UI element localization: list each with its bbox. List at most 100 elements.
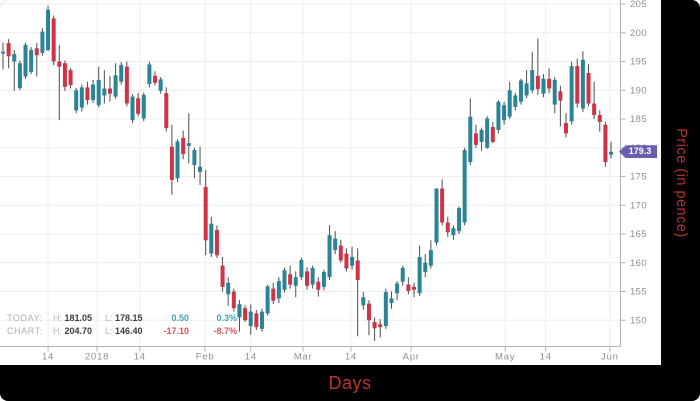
candle-body[interactable] <box>6 43 11 57</box>
candle-body[interactable] <box>547 78 552 89</box>
candle-body[interactable] <box>524 83 529 96</box>
candle-body[interactable] <box>40 31 45 53</box>
candle-body[interactable] <box>361 297 366 306</box>
candle-body[interactable] <box>17 63 22 88</box>
candle-body[interactable] <box>265 286 270 314</box>
candle-body[interactable] <box>74 90 79 111</box>
candle-body[interactable] <box>609 151 614 155</box>
candle-body[interactable] <box>411 286 416 290</box>
candle-body[interactable] <box>164 93 169 129</box>
candle-body[interactable] <box>417 257 422 294</box>
candle-body[interactable] <box>434 188 439 243</box>
candle-body[interactable] <box>586 73 591 104</box>
candle-body[interactable] <box>580 59 585 109</box>
candle-body[interactable] <box>496 101 501 130</box>
candle-body[interactable] <box>321 271 326 287</box>
candle-body[interactable] <box>490 127 495 142</box>
candle-body[interactable] <box>288 274 293 285</box>
candle-body[interactable] <box>68 70 73 86</box>
candle-body[interactable] <box>1 51 5 54</box>
candle-body[interactable] <box>153 75 158 83</box>
candle-body[interactable] <box>186 143 191 147</box>
candle-body[interactable] <box>479 129 484 142</box>
candle-body[interactable] <box>541 78 546 94</box>
candle-body[interactable] <box>237 304 242 318</box>
candle-body[interactable] <box>333 238 338 251</box>
candle-body[interactable] <box>366 303 371 321</box>
candle-body[interactable] <box>569 66 574 122</box>
candle-body[interactable] <box>147 64 152 84</box>
candle-body[interactable] <box>226 282 231 295</box>
candle-body[interactable] <box>310 267 315 285</box>
candle-body[interactable] <box>502 105 507 121</box>
candle-body[interactable] <box>141 94 146 119</box>
candlestick-plot[interactable]: 1501551601651701751801851901952002051420… <box>0 0 661 365</box>
candle-body[interactable] <box>327 235 332 278</box>
candle-body[interactable] <box>231 291 236 309</box>
candle-body[interactable] <box>406 284 411 291</box>
candle-body[interactable] <box>378 324 383 328</box>
candle-body[interactable] <box>552 79 557 105</box>
candle-body[interactable] <box>102 88 107 96</box>
candle-body[interactable] <box>248 311 253 326</box>
candle-body[interactable] <box>344 253 349 269</box>
candle-body[interactable] <box>293 277 298 286</box>
candle-body[interactable] <box>513 95 518 107</box>
candle-body[interactable] <box>243 308 248 321</box>
candle-body[interactable] <box>175 141 180 179</box>
candle-body[interactable] <box>592 103 597 115</box>
candle-body[interactable] <box>282 270 287 290</box>
candle-body[interactable] <box>29 50 34 72</box>
candle-body[interactable] <box>91 84 96 101</box>
candle-body[interactable] <box>305 271 310 286</box>
candle-body[interactable] <box>428 250 433 266</box>
candle-body[interactable] <box>119 64 124 82</box>
candle-body[interactable] <box>597 114 602 122</box>
candle-body[interactable] <box>259 311 264 329</box>
candle-body[interactable] <box>198 166 203 172</box>
candle-body[interactable] <box>355 260 360 280</box>
candle-body[interactable] <box>372 321 377 329</box>
candle-body[interactable] <box>316 281 321 290</box>
candle-body[interactable] <box>507 90 512 117</box>
candle-body[interactable] <box>299 259 304 278</box>
candle-body[interactable] <box>451 228 456 236</box>
candle-body[interactable] <box>113 75 118 97</box>
candle-body[interactable] <box>23 44 28 77</box>
candle-body[interactable] <box>338 245 343 261</box>
candle-body[interactable] <box>136 98 141 114</box>
candle-body[interactable] <box>96 79 101 106</box>
candle-body[interactable] <box>46 9 51 50</box>
candle-body[interactable] <box>518 80 523 102</box>
candle-body[interactable] <box>423 262 428 272</box>
candle-body[interactable] <box>468 116 473 163</box>
candle-body[interactable] <box>395 283 400 294</box>
candle-body[interactable] <box>254 313 259 328</box>
candle-body[interactable] <box>214 229 219 256</box>
candle-body[interactable] <box>209 223 214 254</box>
candle-body[interactable] <box>440 188 445 223</box>
candle-body[interactable] <box>34 48 39 56</box>
candle-body[interactable] <box>130 96 135 121</box>
candle-body[interactable] <box>389 298 394 303</box>
candle-body[interactable] <box>575 66 580 104</box>
candle-body[interactable] <box>445 222 450 233</box>
candle-body[interactable] <box>535 75 540 90</box>
candle-body[interactable] <box>383 292 388 326</box>
candle-body[interactable] <box>462 150 467 223</box>
candle-body[interactable] <box>57 61 62 67</box>
candle-body[interactable] <box>271 288 276 301</box>
candle-body[interactable] <box>62 63 67 87</box>
candle-body[interactable] <box>485 118 490 148</box>
candle-body[interactable] <box>350 257 355 266</box>
candle-body[interactable] <box>564 123 568 134</box>
candle-body[interactable] <box>473 133 478 145</box>
candle-body[interactable] <box>12 54 17 62</box>
candle-body[interactable] <box>558 91 563 101</box>
candle-body[interactable] <box>603 124 608 163</box>
candle-body[interactable] <box>107 88 112 94</box>
candle-body[interactable] <box>400 267 405 282</box>
candle-body[interactable] <box>192 150 197 165</box>
candle-body[interactable] <box>203 186 208 241</box>
candle-body[interactable] <box>85 87 90 101</box>
